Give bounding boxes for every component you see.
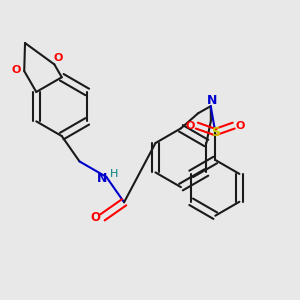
Text: O: O	[12, 65, 21, 75]
Text: N: N	[206, 94, 217, 107]
Text: O: O	[54, 52, 63, 63]
Text: O: O	[235, 121, 244, 130]
Text: H: H	[110, 169, 118, 179]
Text: O: O	[91, 211, 101, 224]
Text: O: O	[186, 121, 195, 130]
Text: N: N	[97, 172, 107, 185]
Text: S: S	[211, 126, 220, 139]
